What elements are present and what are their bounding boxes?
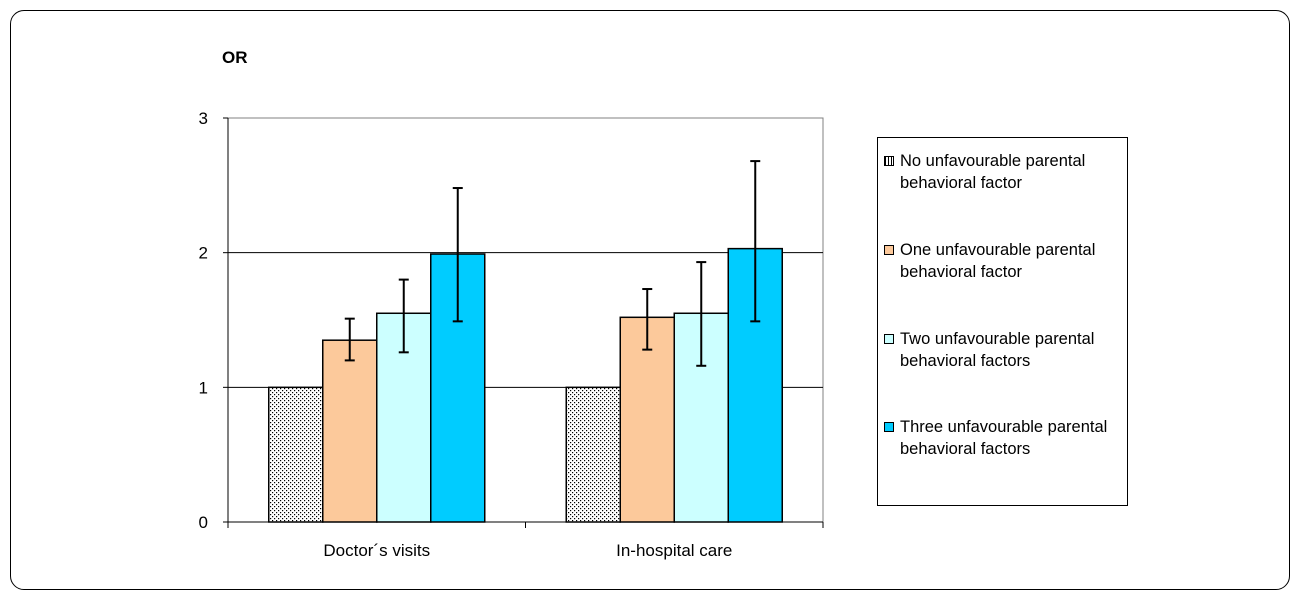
y-tick-label: 0 (199, 513, 208, 532)
y-tick-label: 3 (199, 109, 208, 128)
legend-item-one: One unfavourable parental behavioral fac… (884, 239, 1125, 283)
legend-label: Two unfavourable parental behavioral fac… (900, 330, 1095, 370)
bar (565, 386, 621, 523)
legend-label: One unfavourable parental behavioral fac… (900, 241, 1096, 281)
y-tick-label: 1 (199, 378, 208, 397)
legend-swatch (884, 422, 894, 432)
x-tick-label: In-hospital care (616, 541, 732, 560)
bar (268, 386, 324, 523)
y-tick-label: 2 (199, 244, 208, 263)
legend-swatch (884, 334, 894, 344)
legend-item-two: Two unfavourable parental behavioral fac… (884, 328, 1125, 372)
legend-swatch (884, 156, 894, 166)
bar (619, 316, 675, 523)
legend-label: No unfavourable parental behavioral fact… (900, 152, 1086, 192)
bar-chart: 0 1 2 3 Doctor´s visits In-hospital care (199, 109, 824, 560)
x-tick-label: Doctor´s visits (323, 541, 430, 560)
legend-label: Three unfavourable parental behavioral f… (900, 418, 1108, 458)
bar (322, 339, 378, 523)
legend-swatch (884, 245, 894, 255)
legend-item-three: Three unfavourable parental behavioral f… (884, 416, 1125, 460)
y-axis-label: OR (222, 48, 248, 67)
legend: No unfavourable parental behavioral fact… (877, 137, 1128, 506)
legend-item-none: No unfavourable parental behavioral fact… (884, 150, 1125, 194)
